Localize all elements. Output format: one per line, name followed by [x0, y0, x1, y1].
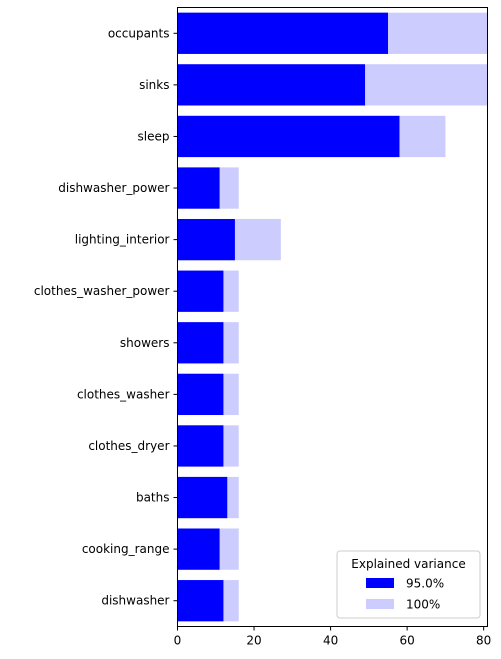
legend-swatch-100	[366, 599, 394, 609]
y-tick-label-showers: showers	[120, 336, 170, 350]
legend: Explained variance 95.0% 100%	[336, 550, 481, 619]
bar-dishwasher-95	[177, 580, 224, 622]
bar-showers-95	[177, 322, 224, 364]
bar-cooking_range-95	[177, 528, 220, 570]
y-tick-label-lighting_interior: lighting_interior	[75, 233, 170, 247]
legend-swatch-95	[366, 578, 394, 588]
legend-title: Explained variance	[351, 557, 465, 571]
bar-dishwasher_power-95	[177, 167, 220, 209]
x-tick-label-0: 0	[174, 634, 182, 648]
y-tick-label-clothes_washer: clothes_washer	[77, 387, 170, 401]
bar-clothes_washer_power-95	[177, 270, 224, 312]
legend-label-95: 95.0%	[406, 577, 444, 591]
bars	[177, 12, 488, 622]
bar-clothes_washer-95	[177, 373, 224, 416]
legend-label-100: 100%	[406, 598, 440, 612]
x-tick-label-40: 40	[323, 634, 338, 648]
x-axis-ticks: 0 20 40 60 80	[174, 626, 491, 648]
x-tick-label-80: 80	[476, 634, 491, 648]
plot-frame	[177, 7, 488, 627]
category-labels: occupants sinks sleep dishwasher_powerlight…	[34, 26, 178, 608]
y-tick-label-baths: baths	[136, 491, 170, 505]
bar-lighting_interior-95	[177, 218, 235, 261]
y-tick-label-dishwasher: dishwasher	[101, 594, 169, 608]
y-tick-label-clothes_washer_power: clothes_washer_power	[34, 284, 170, 298]
bar-occupants-95	[177, 12, 388, 54]
y-tick-label-occupants: occupants	[108, 26, 170, 40]
bar-baths-95	[177, 476, 228, 519]
bar-sleep-95	[177, 115, 400, 158]
y-tick-label-dishwasher_power: dishwasher_power	[58, 181, 169, 195]
y-tick-label-clothes_dryer: clothes_dryer	[88, 439, 169, 453]
y-tick-label-sinks: sinks	[139, 78, 169, 92]
y-tick-label-sleep: sleep	[138, 129, 170, 143]
bar-clothes_dryer-95	[177, 425, 224, 467]
y-tick-label-cooking_range: cooking_range	[82, 542, 170, 556]
bar-sinks-95	[177, 64, 366, 106]
x-tick-label-20: 20	[246, 634, 261, 648]
x-tick-label-60: 60	[399, 634, 414, 648]
